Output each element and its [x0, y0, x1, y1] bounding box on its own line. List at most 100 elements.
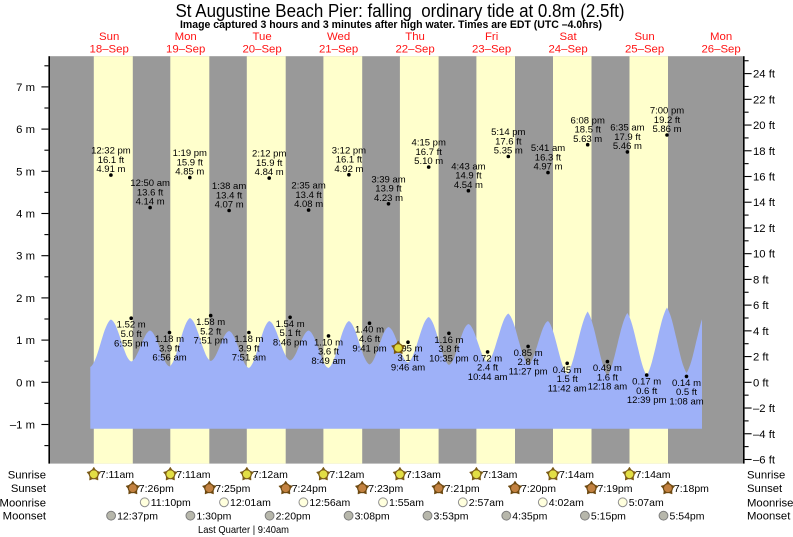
svg-text:4:15 pm: 4:15 pm	[412, 138, 446, 149]
svg-text:24 ft: 24 ft	[753, 69, 776, 81]
svg-text:6:35 am: 6:35 am	[610, 123, 644, 134]
svg-text:7:14am: 7:14am	[636, 469, 671, 481]
svg-text:7:20pm: 7:20pm	[521, 483, 556, 495]
svg-text:3:12 pm: 3:12 pm	[332, 145, 366, 156]
svg-text:18 ft: 18 ft	[753, 146, 776, 158]
svg-text:11:10pm: 11:10pm	[151, 497, 191, 509]
svg-text:6:55 pm: 6:55 pm	[114, 338, 148, 349]
svg-text:1.54 m: 1.54 m	[276, 319, 305, 330]
svg-text:3.6 ft: 3.6 ft	[318, 347, 339, 358]
svg-text:1.5 ft: 1.5 ft	[557, 374, 578, 385]
svg-text:12:37pm: 12:37pm	[117, 511, 158, 523]
svg-text:5.63 m: 5.63 m	[573, 134, 602, 145]
svg-text:5:14 pm: 5:14 pm	[491, 127, 525, 138]
svg-text:St Augustine Beach Pier: falli: St Augustine Beach Pier: falling ordinar…	[176, 0, 625, 21]
svg-text:5.46 m: 5.46 m	[613, 141, 642, 152]
svg-text:5.0 ft: 5.0 ft	[121, 329, 142, 340]
svg-text:0 ft: 0 ft	[753, 377, 770, 389]
svg-text:4 m: 4 m	[16, 209, 35, 221]
svg-text:0.45 m: 0.45 m	[553, 365, 582, 376]
svg-text:1.16 m: 1.16 m	[434, 335, 463, 346]
svg-text:0 m: 0 m	[16, 377, 35, 389]
svg-text:11:42 am: 11:42 am	[548, 383, 587, 394]
svg-text:11:27 pm: 11:27 pm	[509, 367, 548, 378]
svg-text:Mon: Mon	[175, 31, 197, 43]
svg-text:4.08 m: 4.08 m	[294, 199, 323, 210]
svg-text:22–Sep: 22–Sep	[395, 44, 434, 56]
svg-text:17.9 ft: 17.9 ft	[614, 132, 641, 143]
svg-text:7:51 pm: 7:51 pm	[194, 336, 228, 347]
svg-text:7:11am: 7:11am	[176, 469, 210, 481]
svg-text:4.23 m: 4.23 m	[374, 193, 403, 204]
svg-text:16.3 ft: 16.3 ft	[535, 153, 562, 164]
svg-text:0.95 m: 0.95 m	[393, 344, 422, 355]
svg-text:5:41 am: 5:41 am	[531, 143, 565, 154]
svg-text:1.10 m: 1.10 m	[314, 337, 343, 348]
svg-text:Sunrise: Sunrise	[747, 469, 785, 481]
svg-text:13.4 ft: 13.4 ft	[295, 190, 322, 201]
svg-text:6 ft: 6 ft	[753, 300, 770, 312]
svg-text:3 m: 3 m	[16, 251, 35, 263]
svg-text:7:25pm: 7:25pm	[215, 483, 250, 495]
svg-text:18.5 ft: 18.5 ft	[574, 125, 601, 136]
svg-text:19–Sep: 19–Sep	[166, 44, 205, 56]
svg-text:7:14am: 7:14am	[559, 469, 594, 481]
svg-text:10:35 pm: 10:35 pm	[429, 353, 469, 364]
svg-text:4:43 am: 4:43 am	[451, 161, 485, 172]
svg-text:5 m: 5 m	[16, 166, 35, 178]
svg-text:4.97 m: 4.97 m	[533, 162, 562, 173]
svg-text:1:08 am: 1:08 am	[669, 397, 703, 408]
svg-text:10 ft: 10 ft	[753, 249, 776, 261]
svg-text:1 m: 1 m	[16, 335, 35, 347]
svg-text:16.7 ft: 16.7 ft	[415, 147, 442, 158]
svg-text:15.9 ft: 15.9 ft	[256, 158, 283, 169]
svg-text:2 m: 2 m	[16, 293, 35, 305]
svg-text:13.6 ft: 13.6 ft	[137, 188, 164, 199]
svg-text:14 ft: 14 ft	[753, 197, 776, 209]
svg-text:7:19pm: 7:19pm	[598, 483, 633, 495]
svg-text:6 m: 6 m	[16, 124, 35, 136]
svg-text:–1 m: –1 m	[10, 420, 35, 432]
svg-text:7:12am: 7:12am	[253, 469, 288, 481]
svg-text:18–Sep: 18–Sep	[90, 44, 129, 56]
svg-text:8 ft: 8 ft	[753, 274, 770, 286]
svg-text:1.18 m: 1.18 m	[155, 334, 184, 345]
svg-text:0.5 ft: 0.5 ft	[676, 387, 697, 398]
svg-text:20–Sep: 20–Sep	[242, 44, 281, 56]
svg-text:Image captured 3 hours and 3 m: Image captured 3 hours and 3 minutes aft…	[180, 19, 602, 31]
svg-text:Tue: Tue	[252, 31, 271, 43]
svg-text:2.8 ft: 2.8 ft	[518, 357, 539, 368]
svg-text:–6 ft: –6 ft	[753, 455, 776, 467]
svg-text:4.14 m: 4.14 m	[136, 197, 165, 208]
svg-text:Sunrise: Sunrise	[8, 469, 46, 481]
svg-text:5.2 ft: 5.2 ft	[200, 326, 221, 337]
svg-text:3:08pm: 3:08pm	[355, 511, 390, 523]
svg-text:0.72 m: 0.72 m	[473, 353, 502, 364]
svg-text:Sun: Sun	[99, 31, 119, 43]
svg-text:Moonset: Moonset	[3, 511, 47, 523]
svg-text:0.85 m: 0.85 m	[514, 348, 543, 359]
svg-text:3.1 ft: 3.1 ft	[397, 353, 418, 364]
svg-text:Mon: Mon	[710, 31, 732, 43]
svg-text:8:46 pm: 8:46 pm	[273, 337, 307, 348]
svg-text:1.18 m: 1.18 m	[234, 334, 263, 345]
svg-text:26–Sep: 26–Sep	[701, 44, 740, 56]
svg-text:1:19 pm: 1:19 pm	[173, 148, 207, 159]
svg-text:19.2 ft: 19.2 ft	[654, 115, 681, 126]
svg-text:13.4 ft: 13.4 ft	[216, 190, 243, 201]
svg-text:21–Sep: 21–Sep	[319, 44, 358, 56]
svg-text:1.40 m: 1.40 m	[355, 325, 384, 336]
svg-text:5:54pm: 5:54pm	[670, 511, 705, 523]
svg-text:7:11am: 7:11am	[100, 469, 134, 481]
svg-text:12:32 pm: 12:32 pm	[91, 146, 131, 157]
svg-text:7:18pm: 7:18pm	[674, 483, 709, 495]
svg-text:–2 ft: –2 ft	[753, 403, 776, 415]
svg-text:22 ft: 22 ft	[753, 94, 776, 106]
svg-text:12 ft: 12 ft	[753, 223, 776, 235]
svg-text:5.1 ft: 5.1 ft	[280, 328, 301, 339]
svg-text:13.9 ft: 13.9 ft	[375, 184, 402, 195]
svg-text:7:24pm: 7:24pm	[292, 483, 327, 495]
svg-text:7:21pm: 7:21pm	[445, 483, 480, 495]
svg-text:0.49 m: 0.49 m	[593, 363, 622, 374]
svg-text:15.9 ft: 15.9 ft	[177, 158, 204, 169]
